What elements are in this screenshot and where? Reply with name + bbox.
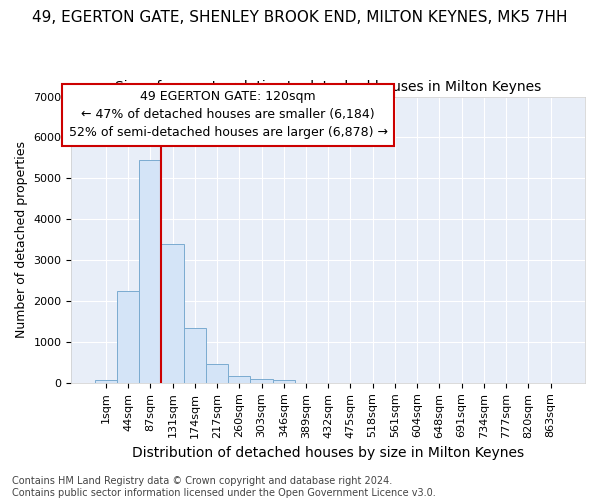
Bar [117,291,139,383]
X-axis label: Distribution of detached houses by size in Milton Keynes: Distribution of detached houses by size … [132,446,524,460]
Y-axis label: Number of detached properties: Number of detached properties [15,141,28,338]
Bar [206,364,228,383]
Bar [161,244,184,383]
Bar [184,328,206,383]
Bar [95,380,117,383]
Title: Size of property relative to detached houses in Milton Keynes: Size of property relative to detached ho… [115,80,541,94]
Bar [250,378,272,383]
Bar [228,376,250,383]
Text: 49, EGERTON GATE, SHENLEY BROOK END, MILTON KEYNES, MK5 7HH: 49, EGERTON GATE, SHENLEY BROOK END, MIL… [32,10,568,25]
Bar [272,380,295,383]
Text: 49 EGERTON GATE: 120sqm
← 47% of detached houses are smaller (6,184)
52% of semi: 49 EGERTON GATE: 120sqm ← 47% of detache… [68,90,388,140]
Text: Contains HM Land Registry data © Crown copyright and database right 2024.
Contai: Contains HM Land Registry data © Crown c… [12,476,436,498]
Bar [139,160,161,383]
